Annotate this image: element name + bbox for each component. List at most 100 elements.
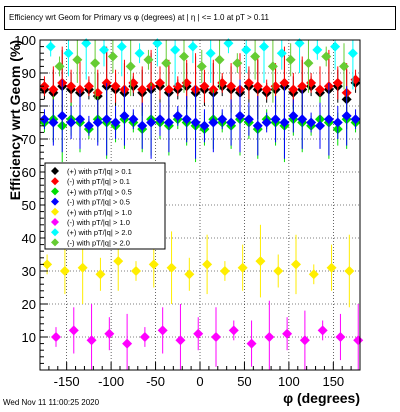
data-point bbox=[166, 262, 177, 273]
data-point bbox=[54, 61, 65, 72]
data-point bbox=[66, 81, 77, 92]
y-tick-label: 50 bbox=[22, 198, 36, 213]
y-tick-label: 10 bbox=[22, 330, 36, 345]
data-point bbox=[211, 332, 221, 342]
data-point bbox=[350, 114, 361, 125]
y-axis-label: Efficiency wrt Geom (%) bbox=[7, 40, 23, 200]
legend-marker bbox=[51, 197, 59, 206]
data-point bbox=[161, 58, 172, 69]
data-point bbox=[279, 77, 290, 88]
data-point bbox=[315, 120, 325, 131]
legend-marker bbox=[51, 228, 59, 237]
data-point bbox=[110, 81, 121, 92]
legend-marker bbox=[51, 177, 59, 186]
data-point bbox=[101, 114, 112, 125]
data-point bbox=[243, 77, 254, 88]
legend-label: (-) with pT/|q| > 2.0 bbox=[67, 238, 130, 247]
data-point bbox=[255, 256, 266, 267]
data-point bbox=[66, 117, 77, 128]
legend-label: (+) with pT/|q| > 0.1 bbox=[67, 167, 132, 176]
data-point bbox=[116, 41, 127, 52]
data-point bbox=[90, 58, 101, 69]
data-point bbox=[163, 84, 174, 95]
y-tick-label: 60 bbox=[22, 165, 36, 180]
data-point bbox=[107, 51, 118, 62]
legend-label: (-) with pT/|q| > 0.1 bbox=[67, 177, 130, 186]
data-point bbox=[288, 84, 299, 95]
data-point bbox=[303, 58, 314, 69]
data-point bbox=[68, 325, 79, 336]
data-point bbox=[267, 61, 278, 72]
data-point bbox=[51, 332, 61, 342]
data-point bbox=[179, 51, 189, 62]
series--with-pt-q-1-0 bbox=[42, 224, 355, 308]
data-point bbox=[148, 259, 159, 270]
data-point bbox=[75, 114, 85, 125]
data-point bbox=[81, 38, 92, 49]
data-point bbox=[226, 81, 237, 92]
data-point bbox=[282, 328, 293, 339]
legend-marker bbox=[51, 167, 59, 175]
x-tick-label: -150 bbox=[54, 374, 80, 389]
data-point bbox=[252, 81, 263, 92]
legend-label: (+) with pT/|q| > 2.0 bbox=[67, 228, 132, 237]
data-point bbox=[264, 332, 275, 342]
x-tick-label: 150 bbox=[322, 374, 344, 389]
data-point bbox=[217, 114, 228, 125]
data-point bbox=[223, 38, 234, 49]
data-point bbox=[128, 114, 139, 125]
data-point bbox=[39, 81, 50, 92]
data-point bbox=[208, 117, 219, 128]
legend-marker bbox=[51, 238, 59, 247]
data-point bbox=[92, 117, 103, 128]
data-point bbox=[59, 266, 70, 276]
data-point bbox=[339, 61, 349, 72]
data-point bbox=[187, 41, 198, 52]
data-point bbox=[250, 51, 261, 62]
data-point bbox=[332, 77, 343, 88]
data-point bbox=[335, 332, 346, 342]
data-point bbox=[261, 117, 272, 128]
y-tick-label: 100 bbox=[14, 33, 36, 48]
data-point bbox=[341, 110, 352, 121]
data-point bbox=[99, 44, 109, 55]
data-point bbox=[241, 44, 252, 55]
data-point bbox=[276, 48, 287, 59]
data-point bbox=[312, 44, 323, 55]
legend-label: (-) with pT/|q| > 0.5 bbox=[67, 198, 130, 207]
x-tick-label: 50 bbox=[237, 374, 251, 389]
data-point bbox=[104, 328, 115, 339]
data-point bbox=[228, 325, 239, 336]
data-point bbox=[273, 266, 284, 276]
x-tick-label: -50 bbox=[146, 374, 165, 389]
y-tick-label: 40 bbox=[22, 231, 36, 246]
series--with-pt-q-2-0 bbox=[45, 38, 358, 90]
legend-marker bbox=[51, 207, 59, 216]
data-point bbox=[175, 335, 186, 346]
data-point bbox=[347, 48, 358, 59]
data-point bbox=[155, 114, 165, 125]
data-point bbox=[172, 110, 183, 121]
data-point bbox=[48, 84, 59, 95]
data-point bbox=[214, 54, 225, 65]
data-point bbox=[86, 335, 97, 346]
data-point bbox=[181, 114, 192, 125]
data-point bbox=[199, 120, 210, 131]
chart-title: Efficiency wrt Geom for Primary vs φ (de… bbox=[4, 6, 396, 30]
data-point bbox=[353, 335, 364, 346]
data-point bbox=[119, 110, 130, 121]
data-point bbox=[285, 54, 296, 65]
data-point bbox=[72, 54, 83, 65]
data-point bbox=[226, 117, 237, 128]
data-point bbox=[317, 325, 328, 336]
y-tick-label: 80 bbox=[22, 99, 36, 114]
data-point bbox=[205, 48, 216, 59]
data-point bbox=[77, 262, 88, 273]
series--with-pt-q-2-0 bbox=[54, 40, 349, 103]
data-point bbox=[113, 256, 124, 267]
data-point bbox=[63, 48, 74, 59]
data-point bbox=[326, 262, 337, 273]
x-tick-label: -100 bbox=[98, 374, 124, 389]
data-point bbox=[83, 120, 94, 131]
